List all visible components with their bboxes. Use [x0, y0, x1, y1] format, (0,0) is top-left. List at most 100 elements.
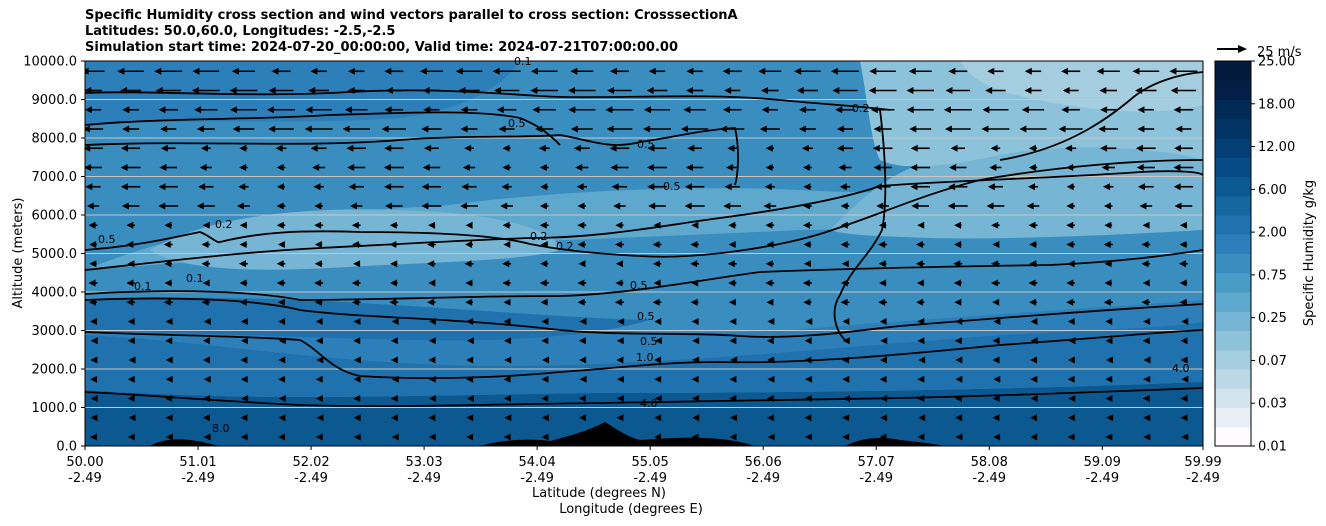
contour-0-1-dryboundary — [833, 109, 887, 341]
wind-vector — [539, 202, 549, 210]
contour-0-5-topleft — [85, 111, 561, 146]
wind-vector — [239, 221, 248, 229]
wind-vector — [428, 221, 436, 229]
wind-vector — [917, 318, 925, 325]
wind-vector — [579, 375, 587, 383]
wind-vector — [954, 395, 962, 402]
wind-vector — [503, 433, 511, 441]
wind-vector — [1067, 318, 1075, 325]
wind-vector — [836, 144, 854, 152]
wind-vector — [421, 202, 442, 210]
wind-vector — [276, 183, 286, 191]
wind-vector — [836, 125, 854, 133]
wind-vector — [277, 298, 285, 306]
wind-vector — [427, 260, 436, 268]
wind-vector — [541, 375, 549, 383]
wind-vector — [85, 183, 101, 191]
wind-vector — [351, 279, 361, 287]
wind-vector — [353, 337, 361, 345]
wind-vector — [314, 202, 323, 210]
contour-0-2-upper — [85, 89, 891, 111]
wind-vector — [692, 414, 700, 422]
wind-vector — [351, 241, 361, 248]
wind-vector — [993, 318, 1001, 325]
wind-vector — [120, 87, 142, 94]
wind-vector — [878, 260, 887, 268]
wind-vector — [126, 221, 135, 229]
wind-vector — [763, 202, 777, 210]
wind-vector — [842, 318, 850, 325]
wind-vector — [804, 395, 812, 402]
x-tick-label-lon: -2.49 — [633, 471, 667, 486]
wind-vector — [692, 395, 700, 402]
wind-vector — [1102, 183, 1114, 191]
wind-reference-key: 25 m/s — [1217, 45, 1302, 60]
wind-vector — [728, 221, 737, 229]
wind-vector — [127, 395, 135, 402]
wind-vector — [238, 183, 249, 191]
wind-vector — [1066, 298, 1075, 306]
wind-vector — [315, 375, 323, 383]
wind-vector — [504, 414, 512, 422]
wind-vector — [389, 221, 398, 229]
wind-vector — [761, 106, 778, 114]
wind-vector — [794, 67, 821, 75]
wind-vector — [314, 298, 323, 306]
wind-vector — [1065, 144, 1077, 152]
wind-vector — [692, 337, 700, 345]
wind-vector — [615, 260, 623, 268]
wind-vector — [428, 337, 436, 345]
wind-vector — [654, 414, 662, 422]
wind-vector — [765, 260, 774, 268]
wind-vector — [614, 241, 624, 248]
grid-lines — [85, 99, 1203, 408]
contour-label-4-0: 4.0 — [640, 397, 658, 410]
wind-vector — [202, 356, 210, 364]
wind-vector — [1030, 395, 1038, 402]
contour-label-0-1-b: 0.1 — [134, 280, 152, 293]
wind-vector — [428, 356, 436, 364]
wind-vector — [799, 106, 816, 114]
wind-vector — [616, 356, 624, 364]
colorbar-level — [1215, 195, 1251, 216]
wind-vector — [832, 87, 858, 94]
wind-vector — [767, 375, 775, 383]
colorbar-level — [1215, 80, 1251, 100]
wind-vector — [684, 202, 705, 210]
wind-vector — [616, 433, 624, 441]
wind-vector — [1179, 279, 1188, 287]
wind-vector — [530, 67, 558, 75]
wind-vector — [344, 106, 368, 114]
wind-vector — [240, 375, 248, 383]
wind-vector — [1028, 279, 1038, 287]
colorbar-tick-label: 0.03 — [1258, 397, 1287, 412]
y-tick-label: 6000.0 — [32, 209, 78, 224]
wind-vector — [466, 433, 474, 441]
wind-vector — [804, 356, 812, 364]
y-tick-label: 0.0 — [56, 440, 77, 455]
wind-vector — [685, 87, 704, 94]
wind-vector — [838, 164, 852, 171]
wind-vector — [428, 414, 436, 422]
x-tick-label-lat: 51.01 — [179, 455, 216, 470]
wind-vector — [578, 414, 586, 422]
wind-vector — [955, 318, 963, 325]
wind-vector — [353, 433, 361, 441]
wind-vector — [278, 337, 286, 345]
y-tick-label: 2000.0 — [32, 363, 78, 378]
wind-vector — [239, 298, 248, 306]
wind-vector — [464, 260, 474, 268]
wind-vector — [351, 221, 361, 229]
wind-vector — [944, 125, 971, 133]
colorbar-level — [1215, 61, 1251, 81]
wind-vector — [610, 164, 629, 171]
wind-vector — [840, 298, 850, 306]
wind-vector — [840, 202, 850, 210]
wind-vector — [804, 337, 812, 345]
wind-vector — [842, 414, 850, 422]
wind-vector — [1137, 125, 1155, 133]
wind-vector — [992, 414, 1000, 422]
wind-vector — [390, 395, 398, 402]
wind-vector — [127, 318, 135, 325]
wind-vector — [767, 318, 775, 325]
